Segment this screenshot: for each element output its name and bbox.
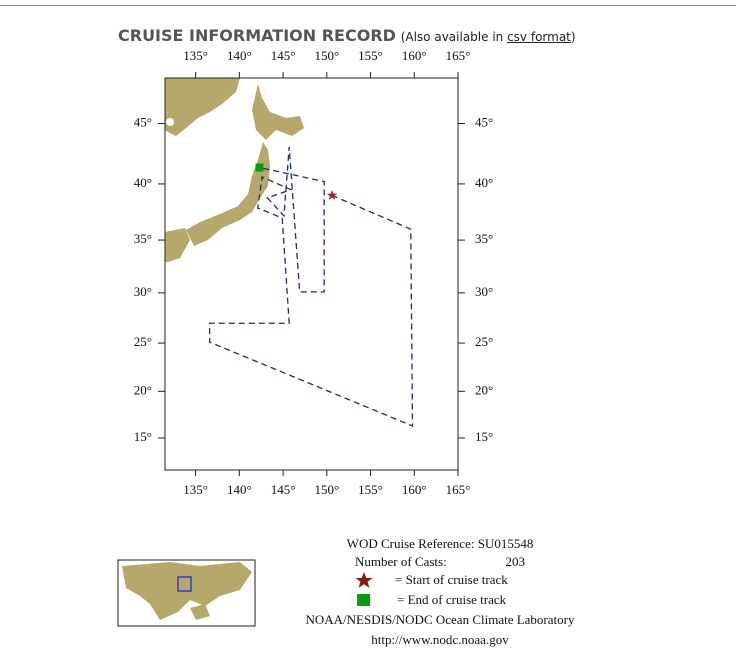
lat-label: 15° <box>134 429 152 444</box>
casts-label: Number of Casts: <box>355 554 447 569</box>
land <box>252 84 304 140</box>
lon-label: 150° <box>314 48 339 63</box>
divider <box>0 5 736 6</box>
land <box>186 142 270 246</box>
url: http://www.nodc.noaa.gov <box>371 632 509 647</box>
end-icon <box>357 594 370 606</box>
lat-label: 40° <box>475 175 493 190</box>
start-marker <box>326 189 338 200</box>
lat-label: 25° <box>475 334 493 349</box>
header: CRUISE INFORMATION RECORD (Also availabl… <box>118 26 576 45</box>
title: CRUISE INFORMATION RECORD <box>118 26 396 45</box>
cruise-reference: WOD Cruise Reference: SU015548 <box>347 536 534 551</box>
lon-label: 140° <box>227 48 252 63</box>
lat-label: 15° <box>475 429 493 444</box>
lon-label: 160° <box>402 48 427 63</box>
lon-label: 155° <box>358 48 383 63</box>
lat-label: 35° <box>134 231 152 246</box>
lon-label: 135° <box>183 48 208 63</box>
cruise-track <box>208 146 414 427</box>
lat-label: 40° <box>134 175 152 190</box>
lon-label: 150° <box>314 482 339 497</box>
lon-label: 155° <box>358 482 383 497</box>
lon-label: 165° <box>446 48 471 63</box>
lat-label: 45° <box>475 114 493 129</box>
lat-label: 35° <box>475 231 493 246</box>
inset-map <box>117 559 256 627</box>
csv-link[interactable]: csv format <box>507 30 571 44</box>
lat-label: 30° <box>475 284 493 299</box>
end-label: = End of cruise track <box>397 592 507 607</box>
lat-label: 30° <box>134 284 152 299</box>
lon-label: 165° <box>446 482 471 497</box>
note-prefix: (Also available in <box>400 30 508 44</box>
land <box>165 228 190 262</box>
lat-label: 20° <box>134 382 152 397</box>
lon-label: 140° <box>227 482 252 497</box>
organization: NOAA/NESDIS/NODC Ocean Climate Laborator… <box>306 612 575 627</box>
lon-label: 160° <box>402 482 427 497</box>
lon-label: 145° <box>271 482 296 497</box>
casts-value: 203 <box>506 554 526 569</box>
lon-label: 135° <box>183 482 208 497</box>
lon-label: 145° <box>271 48 296 63</box>
map-frame <box>164 77 459 471</box>
land <box>165 78 240 136</box>
lat-label: 25° <box>134 334 152 349</box>
start-label: = Start of cruise track <box>395 572 508 587</box>
lat-label: 45° <box>134 114 152 129</box>
note-suffix: ) <box>570 30 576 44</box>
note: (Also available in csv format) <box>401 30 576 44</box>
land <box>165 78 304 262</box>
start-icon <box>355 572 373 588</box>
end-marker <box>255 163 264 172</box>
lat-label: 20° <box>475 382 493 397</box>
